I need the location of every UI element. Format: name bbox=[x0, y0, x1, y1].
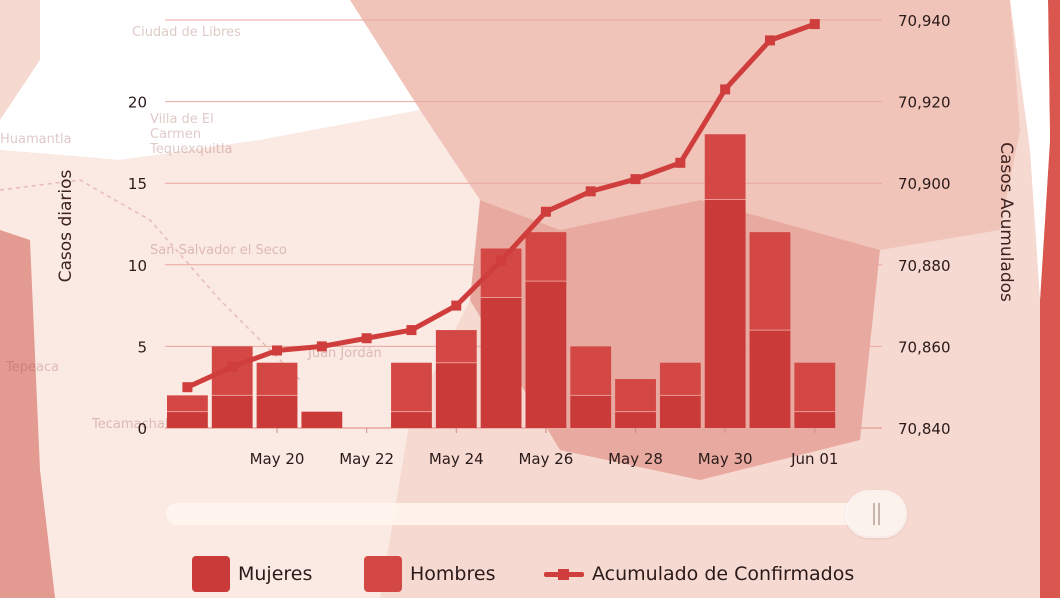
bar-women bbox=[167, 411, 208, 428]
bar-women bbox=[391, 411, 432, 428]
bar-men bbox=[749, 232, 791, 331]
map-label-6: Tepeaca bbox=[6, 360, 60, 375]
y-right-tick-label: 70,860 bbox=[898, 338, 951, 356]
map-label-5: Huamantla bbox=[0, 132, 72, 147]
cumulative-point bbox=[316, 341, 327, 352]
legend-swatch-men bbox=[364, 556, 402, 592]
bar-men bbox=[615, 379, 656, 412]
legend-swatch-women bbox=[192, 556, 230, 592]
bar-men bbox=[391, 362, 432, 412]
bar-men bbox=[659, 362, 701, 396]
cumulative-point bbox=[809, 19, 820, 30]
cumulative-point bbox=[720, 84, 731, 95]
y-axis-right-title: Casos Acumulados bbox=[996, 142, 1016, 302]
cumulative-point bbox=[182, 382, 193, 393]
map-region-edge-left bbox=[0, 230, 55, 598]
cumulative-point bbox=[496, 255, 507, 266]
y-left-tick-label: 0 bbox=[137, 420, 147, 438]
grip-icon bbox=[878, 503, 880, 525]
y-right-tick-label: 70,840 bbox=[898, 420, 951, 438]
x-tick-label: May 28 bbox=[608, 450, 663, 468]
y-left-tick-label: 15 bbox=[128, 175, 147, 193]
map-label-2: Villa de El Carmen Tequexquitla bbox=[150, 112, 233, 157]
y-right-tick-label: 70,880 bbox=[898, 257, 951, 275]
map-label-1: Ciudad de Libres bbox=[132, 25, 241, 40]
cumulative-point bbox=[585, 186, 596, 197]
y-left-tick-label: 5 bbox=[137, 338, 147, 356]
legend-item-men[interactable]: Hombres bbox=[364, 556, 495, 592]
bar-women bbox=[704, 199, 746, 428]
grip-icon bbox=[873, 503, 875, 525]
map-label-3: San Salvador el Seco bbox=[150, 243, 287, 258]
bar-women bbox=[525, 281, 567, 428]
legend-label-men: Hombres bbox=[410, 563, 496, 585]
bar-women bbox=[480, 297, 522, 428]
cumulative-point bbox=[764, 35, 775, 46]
x-tick-label: May 26 bbox=[518, 450, 573, 468]
x-tick-label: May 20 bbox=[250, 450, 305, 468]
bar-women bbox=[435, 362, 477, 428]
x-tick-label: May 24 bbox=[429, 450, 484, 468]
y-right-tick-label: 70,920 bbox=[898, 94, 951, 112]
cumulative-point bbox=[451, 300, 462, 311]
bar-women bbox=[794, 411, 836, 428]
bar-men bbox=[794, 362, 836, 412]
y-right-tick-label: 70,900 bbox=[898, 175, 951, 193]
bar-men bbox=[256, 362, 298, 396]
cumulative-point bbox=[272, 345, 283, 356]
bar-women bbox=[256, 395, 298, 428]
bar-men bbox=[435, 330, 477, 363]
cumulative-point bbox=[675, 157, 686, 168]
y-left-tick-label: 20 bbox=[128, 94, 147, 112]
bar-women bbox=[659, 395, 701, 428]
legend-label-women: Mujeres bbox=[238, 563, 313, 585]
cumulative-point bbox=[361, 333, 372, 344]
legend-line-cumulative bbox=[544, 556, 584, 592]
legend-item-women[interactable]: Mujeres bbox=[192, 556, 312, 592]
map-region-edge-right bbox=[1040, 0, 1060, 598]
x-tick-label: May 30 bbox=[698, 450, 753, 468]
x-tick-label: May 22 bbox=[339, 450, 394, 468]
cumulative-point bbox=[630, 174, 641, 185]
cumulative-point bbox=[406, 325, 417, 336]
bar-men bbox=[525, 232, 567, 282]
y-axis-left-title: Casos diarios bbox=[56, 169, 76, 283]
map-region-right-white bbox=[1010, 0, 1050, 300]
legend-item-cumulative[interactable]: Acumulado de Confirmados bbox=[544, 556, 854, 592]
bar-women bbox=[301, 411, 343, 428]
date-range-slider-track[interactable] bbox=[166, 503, 884, 525]
cumulative-point bbox=[227, 361, 238, 372]
map-border bbox=[0, 179, 301, 381]
map-region-mid bbox=[350, 0, 1020, 250]
legend-label-cumulative: Acumulado de Confirmados bbox=[592, 563, 855, 585]
bar-men bbox=[570, 346, 612, 396]
bar-men bbox=[704, 134, 746, 200]
cumulative-point bbox=[540, 206, 551, 217]
bar-women bbox=[749, 330, 791, 428]
y-left-tick-label: 10 bbox=[128, 257, 147, 275]
date-range-slider-handle[interactable] bbox=[847, 492, 905, 536]
bar-women bbox=[570, 395, 612, 428]
map-label-7: Tecamachalco bbox=[92, 417, 184, 432]
x-tick-label: Jun 01 bbox=[790, 450, 838, 468]
map-region-white bbox=[0, 0, 420, 160]
bar-men bbox=[167, 395, 208, 412]
bar-women bbox=[211, 395, 253, 428]
bar-women bbox=[615, 411, 656, 428]
y-right-tick-label: 70,940 bbox=[898, 12, 951, 30]
